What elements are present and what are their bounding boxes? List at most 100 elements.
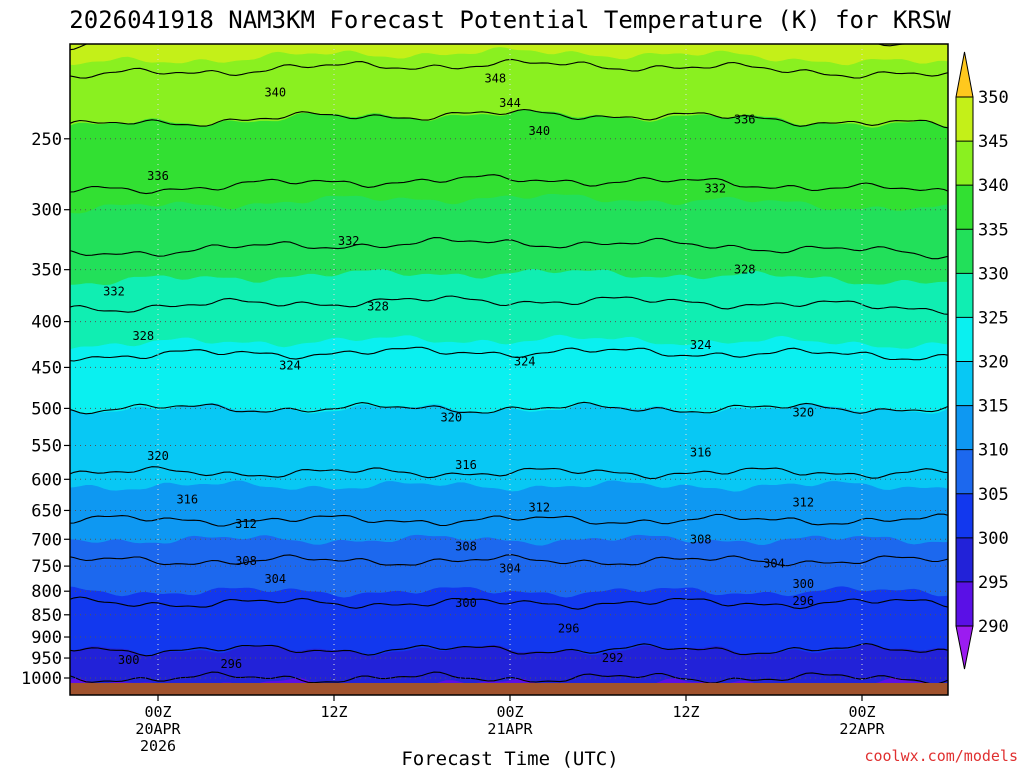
colorbar-label: 325 [978,308,1009,328]
y-tick-label: 300 [31,201,62,221]
plot-frame [69,43,949,696]
contour-label: 332 [704,181,726,195]
colorbar-label: 295 [978,573,1009,593]
x-tick-label: 00Z [496,703,523,721]
colorbar-label: 315 [978,397,1009,417]
contour-label: 312 [235,517,257,531]
x-tick-label: 22APR [839,720,885,738]
contour-label: 336 [734,113,756,127]
colorbar-swatch [956,317,973,362]
ground-surface [70,683,948,695]
contour-label: 340 [528,124,550,138]
contour-label: 316 [176,493,198,507]
contour-324 [70,346,948,362]
colorbar-high-arrow [955,51,974,98]
contour-label: 320 [147,449,169,463]
colorbar-label: 350 [978,88,1009,108]
theta-contours [70,44,948,695]
y-tick-label: 600 [31,470,62,490]
contour-labels: 348 344 340 340 336 336 332 332 332 328 328 328 324 3… [103,71,814,671]
x-axis-label: Forecast Time (UTC) [401,748,618,768]
contour-label: 320 [440,411,462,425]
y-tick-label: 850 [31,606,62,626]
y-tick-label: 500 [31,399,62,419]
colorbar-label: 320 [978,353,1009,373]
colorbar-swatch [956,273,973,318]
theta-band-12 [70,44,948,66]
contour-label: 324 [690,338,712,352]
contour-label: 308 [690,532,712,546]
contour-label: 308 [235,554,257,568]
y-tick-label: 650 [31,501,62,521]
contour-label: 320 [792,405,814,419]
colorbar-swatch [956,405,973,450]
contour-label: 324 [514,354,536,368]
colorbar-swatch [956,493,973,538]
grid-lines [70,44,948,695]
theta-band-6 [70,402,948,492]
x-tick-label: 2026 [140,737,176,755]
contour-308 [70,554,948,567]
y-tick-label: 1000 [21,669,62,689]
contour-320 [70,401,948,415]
contour-344 [70,58,948,79]
contour-label: 304 [763,557,785,571]
contour-label: 304 [264,572,286,586]
colorbar-swatch [956,449,973,494]
colorbar: 290 295 300 305 310 315 320 325 330 335 340 345 350 [955,51,1009,670]
colorbar-swatch [956,229,973,274]
contour-340 [70,108,948,129]
contour-label: 348 [484,71,506,85]
colorbar-swatch [956,141,973,186]
contour-label: 316 [690,446,712,460]
contour-328 [70,295,948,315]
theta-band-8 [70,268,948,350]
contour-label: 296 [558,621,580,635]
x-tick-label: 00Z [848,703,875,721]
colorbar-swatch [956,97,973,142]
contour-label: 340 [264,86,286,100]
credit-text[interactable]: coolwx.com/models [864,747,1018,765]
y-tick-label: 400 [31,313,62,333]
y-tick-label: 450 [31,358,62,378]
colorbar-label: 340 [978,176,1009,196]
y-tick-label: 900 [31,628,62,648]
contour-312 [70,513,948,527]
contour-label: 296 [792,594,814,608]
contour-label: 312 [792,496,814,510]
contour-label: 300 [792,577,814,591]
contour-316 [70,466,948,480]
y-tick-label: 700 [31,530,62,550]
x-tick-label: 20APR [135,720,181,738]
chart-title: 2026041918 NAM3KM Forecast Potential Tem… [69,6,951,34]
contour-label: 328 [734,263,756,277]
contour-label: 292 [602,651,624,665]
theta-band-3 [70,585,948,656]
contour-label: 308 [455,539,477,553]
contour-label: 328 [367,300,389,314]
colorbar-label: 335 [978,220,1009,240]
y-axis: 2503003504004505005506006507007508008509… [21,130,70,689]
contour-label: 324 [279,359,301,373]
colorbar-label: 345 [978,132,1009,152]
theta-band-7 [70,334,948,415]
x-tick-label: 21APR [487,720,533,738]
y-tick-label: 250 [31,130,62,150]
x-tick-label: 12Z [672,703,699,721]
contour-label: 300 [118,653,140,667]
contour-label: 304 [499,562,521,576]
colorbar-label: 310 [978,441,1009,461]
contour-label: 296 [220,657,242,671]
colorbar-swatch [956,537,973,582]
contour-label: 300 [455,596,477,610]
contour-label: 332 [338,234,360,248]
colorbar-label: 330 [978,264,1009,284]
x-tick-label: 00Z [144,703,171,721]
contour-label: 328 [132,329,154,343]
contour-label: 336 [147,169,169,183]
y-tick-label: 800 [31,582,62,602]
y-tick-label: 950 [31,649,62,669]
colorbar-swatch [956,581,973,626]
